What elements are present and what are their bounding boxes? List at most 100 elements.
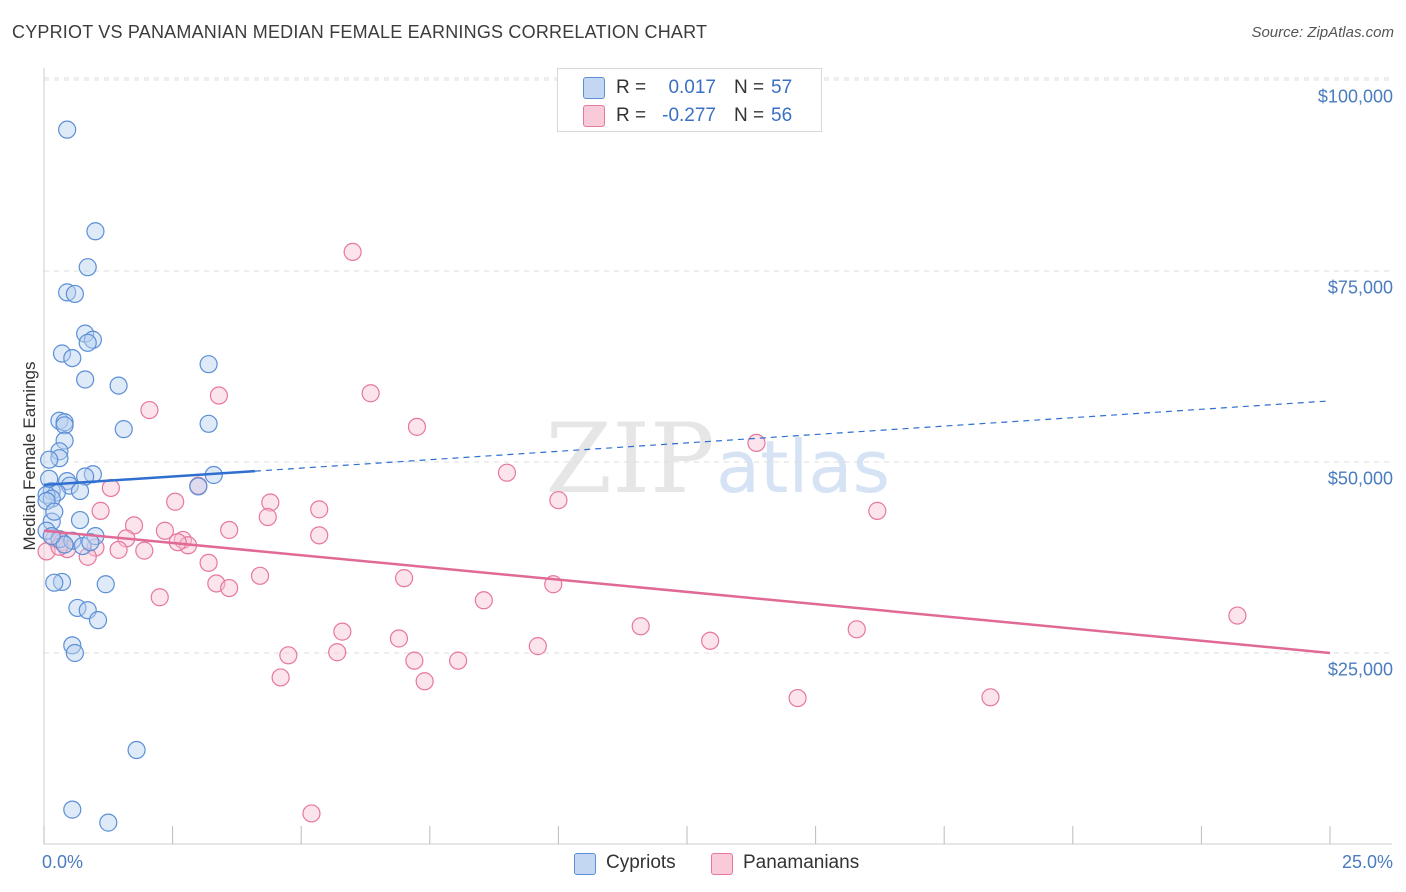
panamanian-point [209, 386, 228, 405]
cypriot-point [88, 611, 108, 630]
panamanian-point [788, 688, 807, 708]
y-tick-25000: $25,000 [1327, 659, 1393, 680]
cypriot-point [70, 481, 90, 501]
legend-r-label: R = [616, 105, 647, 126]
y-tick-50000: $50,000 [1327, 468, 1393, 489]
panamanian-point [199, 553, 218, 572]
cypriot-point [63, 348, 82, 368]
panamanian-point [448, 651, 468, 670]
cypriot-point [199, 414, 218, 433]
panamanian-point [166, 492, 185, 511]
y-tick-75000: $75,000 [1327, 277, 1393, 298]
panamanian-point [343, 242, 362, 261]
cypriot-point [63, 800, 82, 819]
x-tick-min: 0.0% [42, 852, 84, 872]
panamanian-point [1228, 606, 1247, 625]
panamanian-point [497, 463, 517, 482]
legend-row-cypriots: R = 0.017 N = 57 [558, 73, 821, 101]
panamanian-point [150, 588, 169, 607]
watermark-atlas: atlas [716, 425, 890, 509]
panamanian-point [405, 651, 424, 670]
legend-swatch-pink [583, 105, 605, 127]
bottom-swatch-blue [574, 853, 596, 875]
panamanian-point [78, 547, 97, 566]
bottom-swatch-pink [711, 853, 733, 875]
cypriot-trend-line-dashed [254, 400, 1331, 472]
cypriot-point [52, 572, 72, 592]
cypriot-point [83, 330, 102, 349]
legend-r-label: R = [616, 77, 647, 98]
legend-n-value: 56 [771, 105, 793, 126]
legend-n-value: 57 [771, 77, 793, 98]
panamanian-point [701, 631, 720, 650]
panamanian-point [250, 566, 270, 585]
panamanian-point [258, 507, 277, 527]
panamanian-point [261, 493, 280, 512]
cypriot-point [55, 416, 74, 435]
panamanian-point [310, 500, 329, 519]
watermark-zip: ZIP [545, 403, 714, 515]
cypriot-point [127, 740, 146, 760]
panamanian-point [415, 672, 434, 691]
panamanian-point [868, 501, 887, 520]
panamanian-point [747, 433, 766, 452]
cypriot-point [81, 533, 100, 552]
cypriot-point [114, 420, 133, 439]
cypriot-point [199, 355, 218, 374]
cypriot-point [96, 575, 115, 594]
cypriot-point [78, 258, 97, 277]
panamanian-point [407, 417, 427, 436]
panamanian-point [474, 591, 493, 610]
cypriot-point [65, 284, 84, 304]
cypriot-point [76, 370, 95, 389]
panamanian-point [981, 688, 1000, 707]
cypriot-point [65, 643, 84, 663]
legend-n-label: N = [734, 77, 765, 98]
cypriot-point [99, 813, 118, 832]
bottom-legend-label: Panamanians [743, 852, 860, 873]
cypriot-point [78, 333, 97, 352]
cypriot-point [109, 376, 128, 395]
legend-r-value: 0.017 [668, 77, 716, 98]
panamanian-point [135, 541, 154, 560]
panamanian-point [155, 521, 174, 540]
panamanian-point [109, 540, 128, 559]
chart-source: Source: ZipAtlas.com [1251, 24, 1394, 41]
cypriot-point [55, 431, 74, 450]
legend-swatch-blue [583, 77, 605, 99]
cypriot-point [70, 510, 90, 530]
bottom-legend-label: Cypriots [606, 852, 676, 873]
x-tick-max: 25.0% [1341, 852, 1393, 872]
panamanian-point [549, 491, 568, 510]
panamanian-point [333, 622, 352, 641]
panamanian-point [91, 501, 110, 520]
cypriot-point [86, 222, 105, 241]
panamanian-point [389, 629, 409, 648]
chart-title: CYPRIOT VS PANAMANIAN MEDIAN FEMALE EARN… [12, 22, 708, 42]
cypriot-point [58, 120, 77, 139]
panamanian-point [847, 620, 866, 639]
panamanian-point [528, 637, 547, 656]
cypriot-point [55, 535, 74, 554]
cypriot-point [45, 573, 64, 592]
y-tick-100000: $100,000 [1317, 86, 1393, 107]
cypriot-trend-line [43, 469, 255, 487]
cypriot-point [40, 450, 59, 469]
cypriot-point [189, 477, 208, 496]
cypriot-point [52, 344, 72, 363]
legend-n-label: N = [734, 105, 765, 126]
panamanian-point [271, 668, 290, 687]
panamanian-point [310, 526, 329, 545]
panamanian-trend-line [43, 529, 1331, 655]
cypriot-point [45, 502, 64, 521]
panamanian-point [220, 520, 239, 540]
cypriot-point [58, 283, 77, 302]
panamanian-point [140, 400, 159, 420]
panamanian-point [302, 804, 321, 823]
panamanian-point [631, 617, 650, 636]
panamanian-point [328, 643, 347, 662]
legend-row-panamanians: R = -0.277 N = 56 [558, 101, 821, 129]
panamanian-point [394, 569, 414, 588]
panamanian-point [220, 578, 239, 598]
